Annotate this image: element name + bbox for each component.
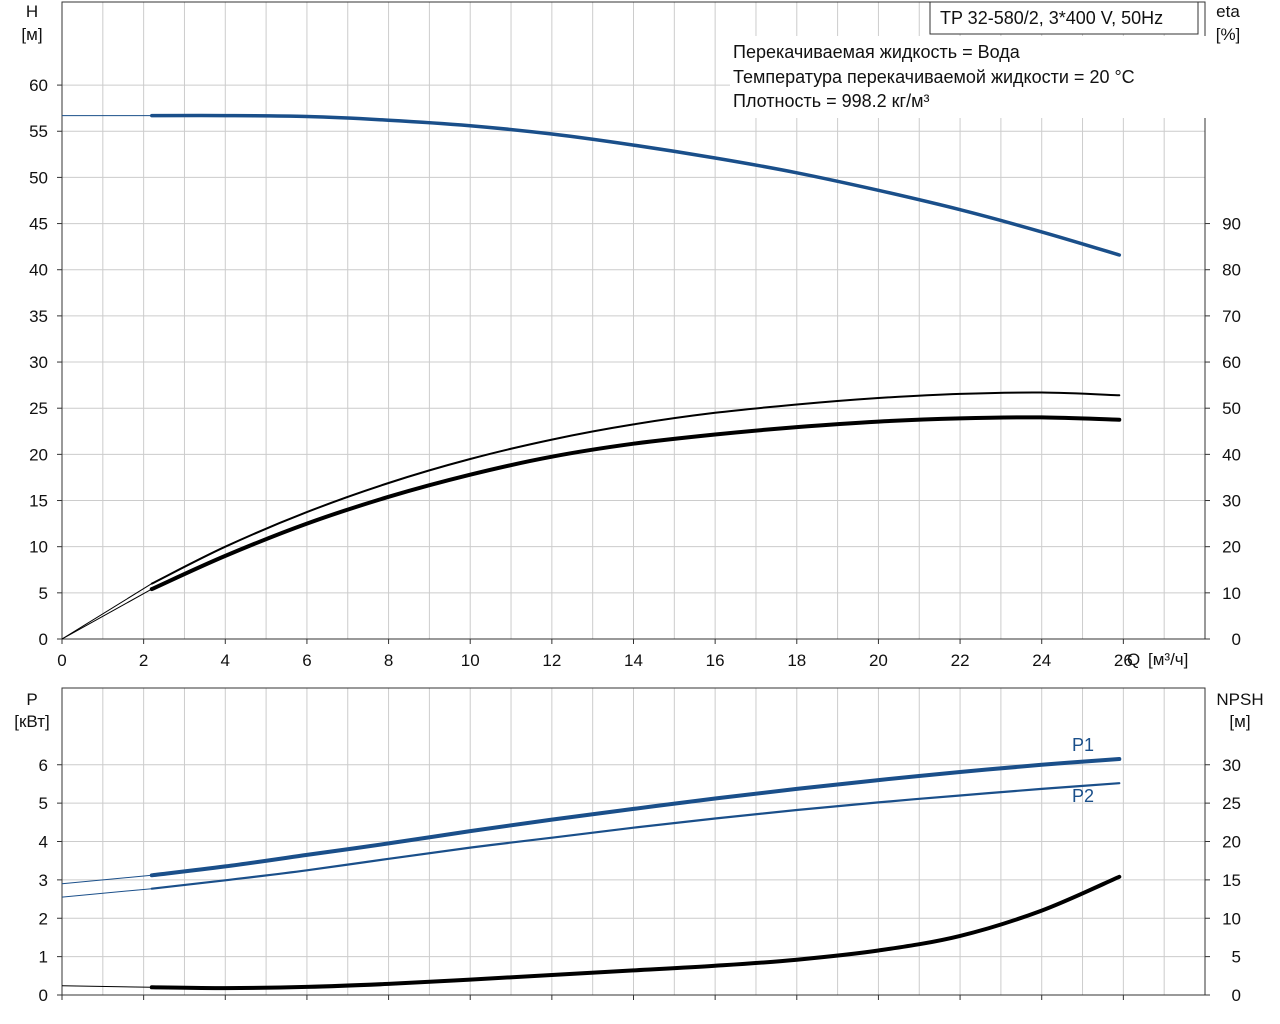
head-chart-series	[61, 113, 1122, 640]
head-left-tick-label: 40	[29, 261, 48, 280]
p2-curve	[150, 782, 1121, 890]
info-density: Плотность = 998.2 кг/м³	[733, 91, 929, 111]
head-x-tick-label: 26	[1114, 651, 1133, 670]
npsh-axis-label: NPSH	[1216, 690, 1263, 709]
eta-axis-unit: [%]	[1216, 25, 1241, 44]
head-x-tick-label: 0	[57, 651, 66, 670]
p-axis-unit: [кВт]	[14, 712, 49, 731]
power-left-tick-label: 1	[39, 948, 48, 967]
power-left-tick-label: 2	[39, 909, 48, 928]
eta-upper-extension-line	[61, 583, 153, 640]
head-right-tick-label: 20	[1222, 538, 1241, 557]
power-chart-series	[61, 757, 1122, 991]
head-left-tick-label: 55	[29, 122, 48, 141]
head-x-tick-label: 20	[869, 651, 888, 670]
eta-upper-curve	[150, 391, 1121, 585]
head-left-tick-label: 5	[39, 584, 48, 603]
head-x-tick-label: 6	[302, 651, 311, 670]
head-right-tick-label: 60	[1222, 353, 1241, 372]
power-left-tick-label: 0	[39, 986, 48, 1005]
info-temperature: Температура перекачиваемой жидкости = 20…	[733, 67, 1135, 87]
p1-extension-line	[61, 874, 152, 885]
info-fluid: Перекачиваемая жидкость = Вода	[733, 42, 1021, 62]
pump-title: TP 32-580/2, 3*400 V, 50Hz	[940, 8, 1163, 28]
head-left-tick-label: 10	[29, 538, 48, 557]
power-right-tick-label: 20	[1222, 833, 1241, 852]
power-left-tick-label: 3	[39, 871, 48, 890]
p1-series-label: P1	[1072, 735, 1094, 755]
head-x-tick-label: 22	[951, 651, 970, 670]
eta-lower-extension-line	[61, 588, 153, 640]
npsh-extension-line	[61, 985, 152, 988]
head-left-tick-label: 50	[29, 168, 48, 187]
q-axis-unit: [м³/ч]	[1148, 650, 1188, 669]
head-x-tick-label: 10	[461, 651, 480, 670]
head-x-tick-label: 4	[221, 651, 230, 670]
power-right-tick-label: 10	[1222, 909, 1241, 928]
head-right-tick-label: 90	[1222, 215, 1241, 234]
head-right-tick-label: 50	[1222, 399, 1241, 418]
q-axis-label: Q	[1127, 650, 1140, 669]
info-box-background	[730, 36, 1206, 118]
head-x-tick-label: 18	[787, 651, 806, 670]
head-left-tick-label: 60	[29, 76, 48, 95]
power-chart-grid	[61, 687, 1206, 996]
head-x-tick-label: 14	[624, 651, 643, 670]
head-x-tick-label: 12	[542, 651, 561, 670]
power-left-tick-label: 4	[39, 833, 48, 852]
head-left-tick-label: 25	[29, 399, 48, 418]
p1-curve	[149, 757, 1122, 878]
power-right-tick-label: 0	[1232, 986, 1241, 1005]
power-right-tick-label: 25	[1222, 794, 1241, 813]
h-axis-label: H	[26, 2, 38, 21]
head-right-tick-label: 70	[1222, 307, 1241, 326]
pump-title-box	[929, 1, 1199, 35]
head-right-tick-label: 40	[1222, 445, 1241, 464]
head-chart-ticks: 0510152025303540455055600102030405060708…	[29, 76, 1241, 670]
power-right-tick-label: 30	[1222, 756, 1241, 775]
p-axis-label: P	[26, 690, 37, 709]
head-left-tick-label: 45	[29, 215, 48, 234]
npsh-axis-unit: [м]	[1229, 712, 1250, 731]
h-curve	[150, 113, 1122, 257]
head-left-tick-label: 35	[29, 307, 48, 326]
head-left-tick-label: 15	[29, 492, 48, 511]
head-x-tick-label: 24	[1032, 651, 1051, 670]
head-right-tick-label: 80	[1222, 261, 1241, 280]
head-x-tick-label: 2	[139, 651, 148, 670]
power-right-tick-label: 15	[1222, 871, 1241, 890]
p2-extension-line	[61, 888, 152, 898]
power-chart-ticks: 0 1 2 3 4 5 6 0 5 10 15 20 25 30	[39, 756, 1241, 1005]
eta-axis-label: eta	[1216, 2, 1240, 21]
head-left-tick-label: 0	[39, 630, 48, 649]
power-left-tick-label: 6	[39, 756, 48, 775]
head-x-tick-label: 16	[706, 651, 725, 670]
head-right-tick-label: 0	[1232, 630, 1241, 649]
power-right-tick-label: 5	[1232, 948, 1241, 967]
eta-lower-curve	[149, 415, 1122, 592]
head-x-tick-label: 8	[384, 651, 393, 670]
p2-series-label: P2	[1072, 786, 1094, 806]
h-axis-unit: [м]	[21, 25, 42, 44]
npsh-curve	[149, 874, 1122, 991]
head-left-tick-label: 30	[29, 353, 48, 372]
head-left-tick-label: 20	[29, 445, 48, 464]
head-right-tick-label: 10	[1222, 584, 1241, 603]
power-left-tick-label: 5	[39, 794, 48, 813]
head-right-tick-label: 30	[1222, 492, 1241, 511]
